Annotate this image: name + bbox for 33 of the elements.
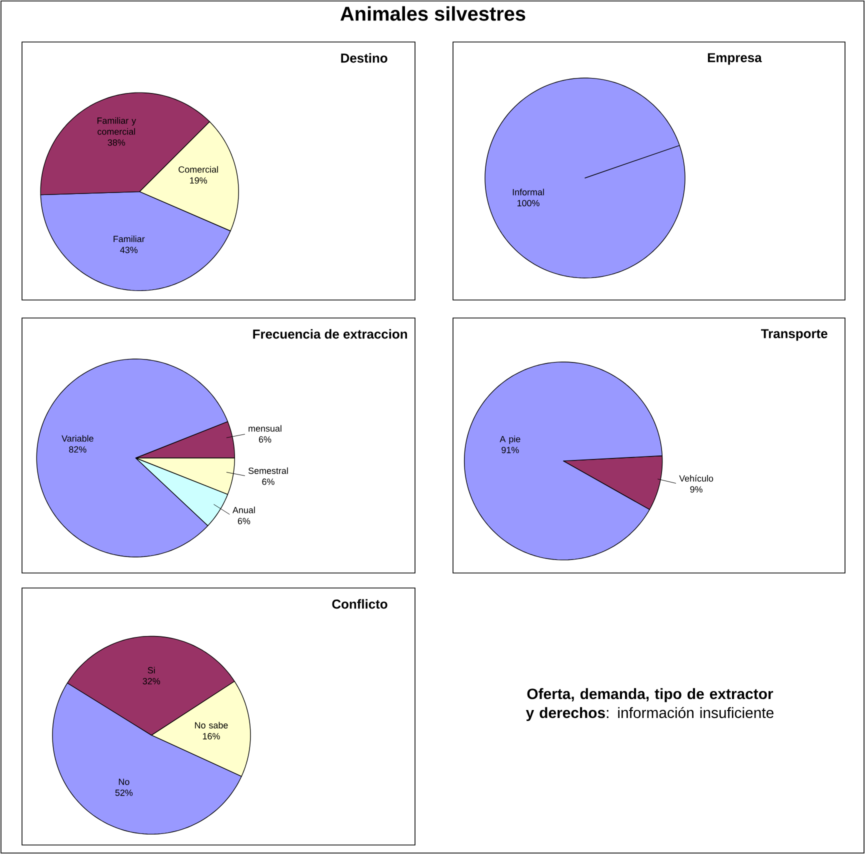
slice-label: No (118, 778, 130, 785)
text: Conflicto (332, 599, 388, 609)
slice-label: Si (148, 666, 155, 674)
data-label: 43% (120, 246, 138, 254)
text: Oferta, demanda, tipo de extractor y derechos: información insuficiente (526, 688, 774, 722)
data-label: 52% (115, 790, 133, 796)
slice-label: Vehículo (679, 474, 714, 482)
data-label: 38% (108, 139, 126, 146)
data-label: 82% (69, 446, 86, 453)
data-label: 6% (262, 478, 274, 485)
data-label: 6% (238, 518, 250, 524)
data-label: 32% (142, 678, 160, 684)
slice-label: Anual (232, 506, 255, 514)
slice-label: A pie (500, 436, 520, 444)
data-label: 19% (190, 177, 208, 184)
text: Animales silvestres (340, 6, 526, 21)
slice-label: mensual (248, 425, 282, 432)
slice-label: Comercial (178, 166, 218, 173)
slice-label: Familiar (114, 236, 145, 242)
text: Frecuencia de extraccion (253, 329, 407, 339)
data-label: 9% (690, 486, 702, 493)
data-label: 100% (517, 200, 540, 206)
data-label: 91% (502, 446, 519, 454)
slice-label: Familiar y comercial (97, 117, 136, 135)
data-label: 6% (258, 436, 272, 443)
text: Empresa (708, 53, 762, 65)
slice-label: Variable (62, 435, 94, 442)
text: Destino (341, 53, 388, 63)
text: Transporte (761, 329, 828, 341)
data-label: 16% (202, 733, 220, 740)
slice-label: Informal (512, 188, 544, 196)
slice-label: Semestral (248, 467, 288, 474)
slice-label: No sabe (195, 722, 228, 728)
